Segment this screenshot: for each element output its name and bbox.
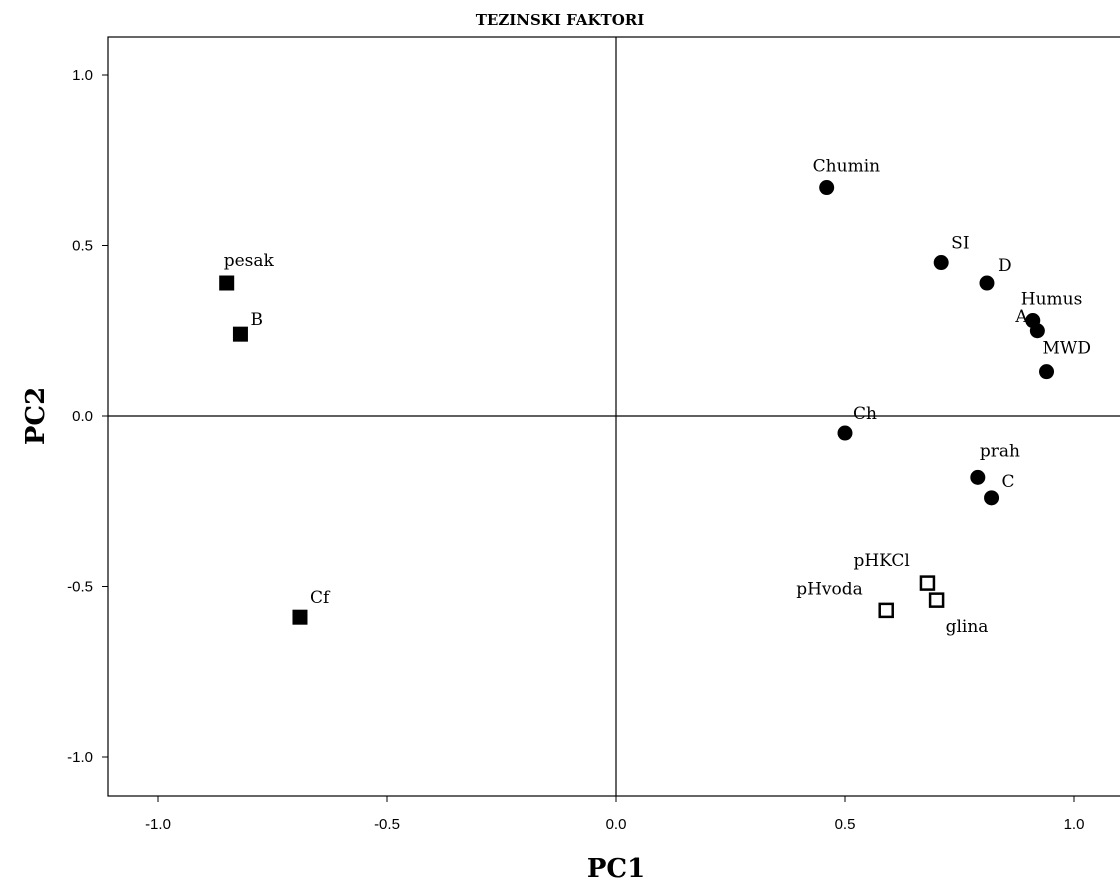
x-tick-label: 1.0: [1064, 816, 1085, 833]
x-tick-label: 0.5: [835, 816, 856, 833]
point-label-d: D: [998, 256, 1012, 276]
point-si: [933, 255, 949, 271]
point-label-ch: Ch: [853, 404, 877, 424]
point-label-a: A: [1014, 307, 1028, 327]
point-label-si: SI: [951, 234, 969, 254]
y-tick-label: 0.5: [72, 238, 93, 255]
point-label-c: C: [1002, 472, 1015, 492]
point-label-cf: Cf: [310, 588, 331, 608]
chart-title: TEZINSKI FAKTORI: [476, 11, 645, 29]
y-tick-label: -0.5: [67, 579, 93, 596]
axis-ticks: -1.0 -0.5 0.0 0.5 1.0 1.0 0.5 0.0 -0.5 -1.0: [67, 67, 1084, 833]
x-axis-label: PC1: [587, 854, 645, 881]
point-label-phvoda: pHvoda: [796, 579, 863, 599]
point-ch: [837, 425, 853, 441]
point-label-b: B: [250, 310, 263, 330]
point-glina: [928, 592, 945, 608]
point-label-chumin: Chumin: [813, 157, 880, 177]
x-tick-label: -0.5: [374, 816, 400, 833]
reference-lines: [108, 37, 1120, 796]
point-label-phkcl: pHKCl: [853, 551, 909, 571]
point-prah: [970, 469, 986, 485]
x-tick-label: 0.0: [606, 816, 627, 833]
y-tick-label: -1.0: [67, 749, 93, 766]
point-mwd: [1039, 364, 1055, 380]
point-b: [232, 326, 248, 342]
point-cf: [292, 609, 308, 625]
point-label-mwd: MWD: [1043, 339, 1092, 359]
y-tick-label: 1.0: [72, 67, 93, 84]
point-label-pesak: pesak: [224, 251, 275, 271]
point-a: [1029, 323, 1045, 339]
point-chumin: [819, 180, 835, 196]
point-phvoda: [878, 602, 894, 619]
point-c: [984, 490, 1000, 506]
point-d: [979, 275, 995, 291]
point-phkcl: [919, 575, 936, 591]
x-tick-label: -1.0: [145, 816, 171, 833]
y-tick-label: 0.0: [72, 408, 93, 425]
point-label-prah: prah: [980, 441, 1020, 461]
point-pesak: [219, 275, 235, 291]
point-label-glina: glina: [946, 617, 989, 637]
y-axis-label: PC2: [21, 387, 51, 445]
point-label-humus: Humus: [1021, 290, 1083, 310]
